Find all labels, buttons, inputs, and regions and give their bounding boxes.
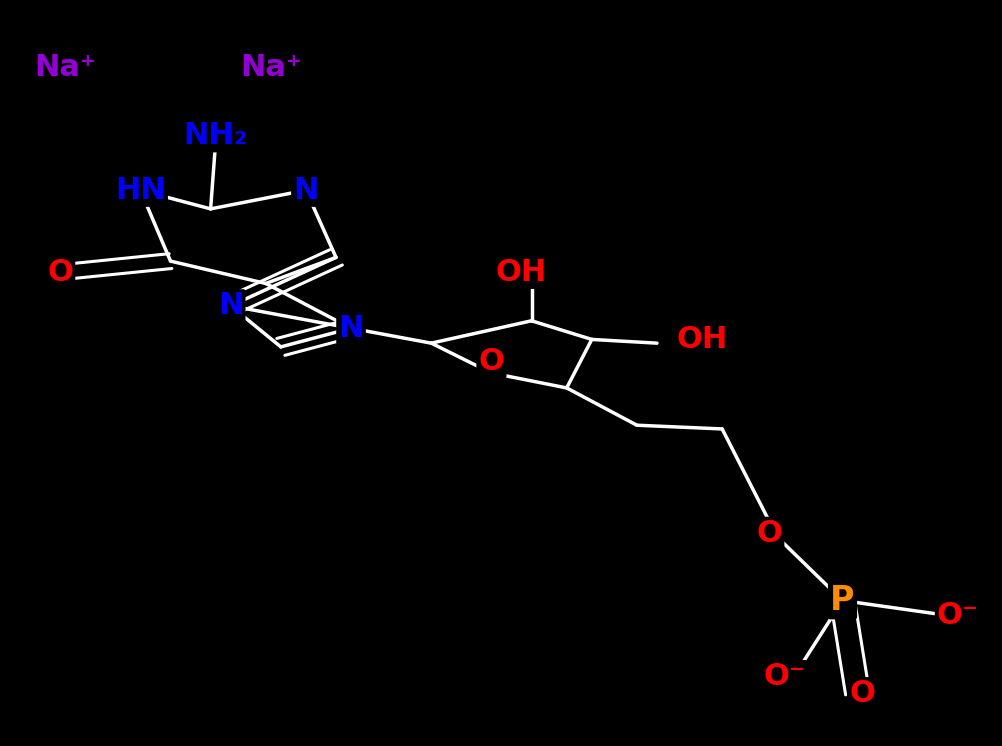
Text: HN: HN: [115, 176, 165, 204]
Text: O: O: [478, 348, 504, 376]
Text: O: O: [47, 258, 73, 286]
Text: O⁻: O⁻: [936, 601, 978, 630]
Text: Na⁺: Na⁺: [239, 53, 302, 81]
Text: O: O: [756, 519, 782, 548]
Text: OH: OH: [675, 325, 727, 354]
Text: N: N: [293, 176, 319, 204]
Text: O: O: [849, 680, 875, 708]
Text: P: P: [830, 584, 854, 617]
Text: OH: OH: [495, 258, 547, 286]
Text: N: N: [217, 292, 243, 320]
Text: Na⁺: Na⁺: [34, 53, 96, 81]
Text: NH₂: NH₂: [183, 122, 247, 150]
Text: N: N: [338, 314, 364, 342]
Text: O⁻: O⁻: [763, 662, 805, 691]
